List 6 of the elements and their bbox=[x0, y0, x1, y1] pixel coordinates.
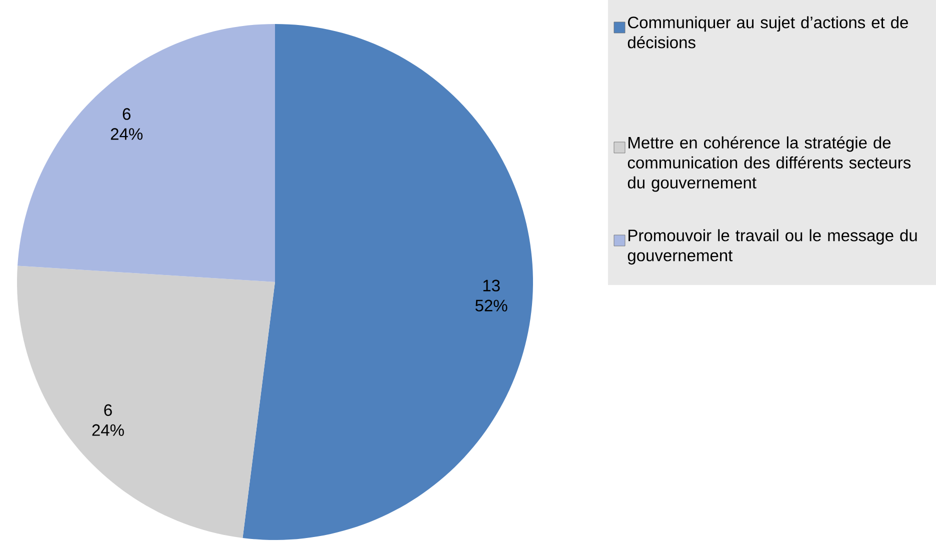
data-label: 6 24% bbox=[110, 108, 143, 140]
legend-label: Promouvoir le travail ou le message du gouvernement bbox=[628, 229, 917, 265]
legend-label: Communiquer au sujet d’actions et de décisions bbox=[628, 16, 908, 48]
legend-label: Mettre en cohérence la stratégie de communication des différents secteurs du gouvernement bbox=[628, 136, 911, 192]
data-label: 13 52% bbox=[475, 280, 508, 312]
data-label: 6 24% bbox=[92, 404, 124, 436]
